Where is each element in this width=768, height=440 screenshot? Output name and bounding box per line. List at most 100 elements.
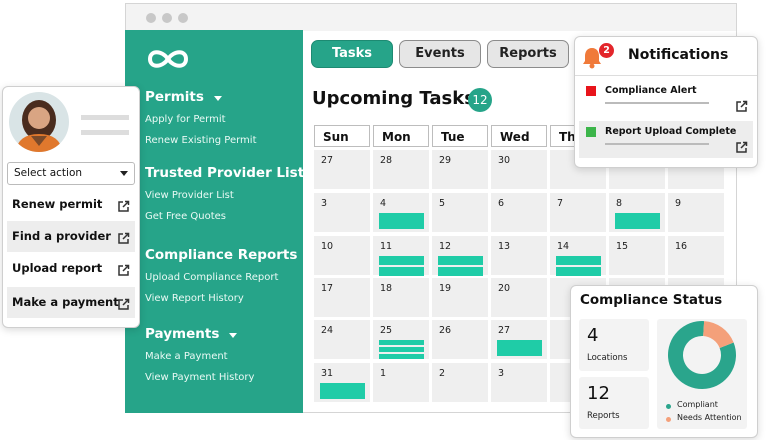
tab[interactable]: Reports [487,40,569,68]
day-number: 30 [498,155,511,166]
calendar-cell: 20 [491,278,547,317]
calendar-cell: 8 [609,193,665,232]
day-number: 6 [498,198,505,209]
status-square [586,127,596,137]
action-item[interactable]: Renew permit [7,191,135,219]
calendar-cell: 13 [491,236,547,275]
day-number: 24 [321,325,334,336]
window-dots [146,13,188,23]
calendar-cell: 18 [373,278,429,317]
calendar-cell: 9 [668,193,724,232]
calendar-cell: 27 [491,320,547,359]
avatar [9,92,69,152]
placeholder-line [81,115,129,120]
notification-label: Compliance Alert [605,85,697,96]
stat-box: 4 Locations [579,319,649,371]
sidebar-link[interactable]: Renew Existing Permit [145,135,257,146]
calendar-cell: 31 [314,363,370,402]
legend-dot [666,404,671,409]
calendar-cell: 27 [314,150,370,189]
select-action[interactable]: Select action [7,162,135,185]
task-bar [379,340,424,345]
weekday-header: Mon [373,125,429,147]
calendar-cell: 6 [491,193,547,232]
calendar-cell: 29 [432,150,488,189]
notification-label: Report Upload Complete [605,126,737,137]
notifications-title: Notifications [628,47,729,63]
day-number: 20 [498,283,511,294]
external-link-icon [117,262,130,276]
section-heading: Upcoming Tasks [312,88,475,109]
sidebar-link[interactable]: Apply for Permit [145,114,226,125]
sidebar-link[interactable]: Get Free Quotes [145,211,227,222]
day-number: 18 [380,283,393,294]
day-number: 3 [321,198,328,209]
notifications-popup: 2 Notifications Compliance Alert Report Upl… [574,36,758,168]
calendar-cell: 4 [373,193,429,232]
section-title[interactable]: Payments [145,326,220,342]
legend-dot [666,417,671,422]
action-item[interactable]: Find a provider [7,221,135,252]
calendar-cell: 7 [550,193,606,232]
legend-label: Compliant [677,400,718,409]
action-item[interactable]: Upload report [7,255,135,283]
task-bar [379,256,424,265]
compliance-popup: Compliance Status 4 Locations 12 Reports Comp… [570,285,758,438]
sidebar-link[interactable]: Make a Payment [145,351,228,362]
section-title[interactable]: Compliance Reports [145,247,298,263]
calendar-cell: 24 [314,320,370,359]
task-bar [379,267,424,276]
day-number: 11 [380,241,393,252]
weekday-header: Sun [314,125,370,147]
donut-chart [668,321,736,389]
task-bar [379,213,424,229]
task-bar [497,340,542,356]
external-link-icon [117,230,130,244]
section-title[interactable]: Trusted Provider List [145,165,305,181]
title-bar [126,4,736,31]
task-bar [438,267,483,276]
notification-item[interactable]: Report Upload Complete [579,121,753,158]
calendar-cell: 19 [432,278,488,317]
placeholder-line [605,143,709,145]
day-number: 10 [321,241,334,252]
sidebar-link[interactable]: View Payment History [145,372,255,383]
action-item[interactable]: Make a payment [7,287,135,318]
sidebar-link[interactable]: View Report History [145,293,244,304]
tab[interactable]: Events [399,40,481,68]
stat-label: Locations [587,353,628,363]
day-number: 17 [321,283,334,294]
day-number: 2 [439,368,446,379]
calendar-cell: 12 [432,236,488,276]
notification-item[interactable]: Compliance Alert [579,80,753,117]
day-number: 25 [380,325,393,336]
calendar-cell: 17 [314,278,370,317]
calendar-cell: 1 [373,363,429,402]
external-link-icon [117,198,130,212]
calendar-cell: 11 [373,236,429,276]
day-number: 7 [557,198,564,209]
day-number: 9 [675,198,682,209]
stat-value: 12 [587,383,610,404]
external-link-icon [117,296,130,310]
day-number: 14 [557,241,570,252]
day-number: 12 [439,241,452,252]
weekday-header: Tue [432,125,488,147]
task-bar [556,256,601,265]
day-number: 4 [380,198,387,209]
task-count-badge: 12 [468,88,492,112]
legend-label: Needs Attention [677,413,742,422]
task-bar [438,256,483,265]
sidebar-link[interactable]: Upload Compliance Report [145,272,279,283]
calendar-cell: 10 [314,236,370,275]
calendar-cell: 25 [373,320,429,359]
sidebar-link[interactable]: View Provider List [145,190,234,201]
main-area: Tasks Events Reports Upcoming Tasks 12 Sun Mon… [303,30,737,413]
section-title[interactable]: Permits [145,89,204,105]
caret [214,96,222,101]
tab[interactable]: Tasks [311,40,393,68]
day-number: 3 [498,368,505,379]
external-link-icon [735,98,748,112]
chart-box: Compliant Needs Attention [657,319,747,429]
day-number: 31 [321,368,334,379]
